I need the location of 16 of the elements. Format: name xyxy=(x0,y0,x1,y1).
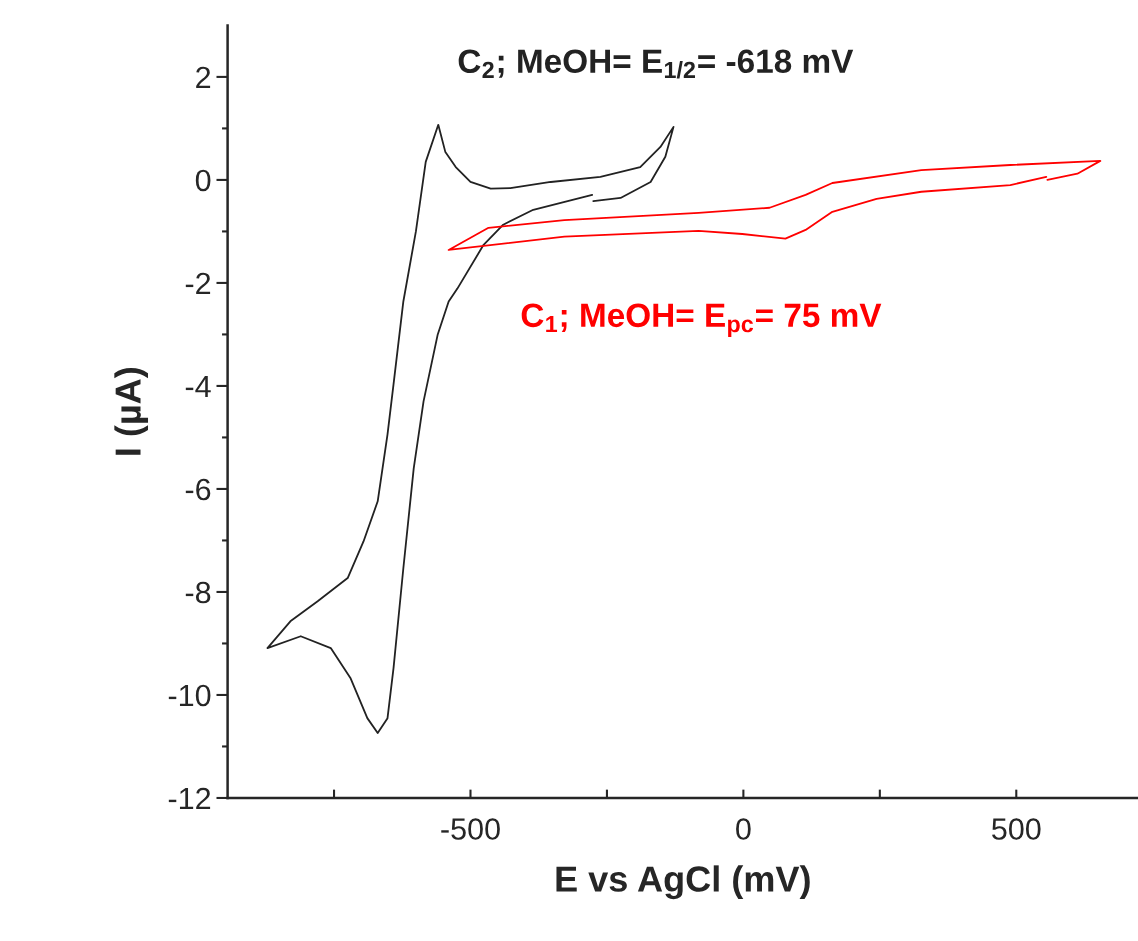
y-tick-label: -8 xyxy=(185,581,211,604)
line-series xyxy=(447,159,1102,251)
x-tick-label: 0 xyxy=(736,818,751,840)
x-tick-label: -500 xyxy=(441,818,500,840)
y-tick-label: -4 xyxy=(185,375,211,398)
x-tick-label: 500 xyxy=(992,818,1041,840)
y-axis-title: I (µA) xyxy=(114,367,149,455)
series-label: C$_{2}$; MeOH= E$_{1/2}$= -618 mV xyxy=(458,49,854,79)
y-tick-label: -10 xyxy=(168,684,211,707)
y-tick-label: 2 xyxy=(196,66,211,88)
y-tick-label: -2 xyxy=(185,272,211,294)
y-tick-label: 0 xyxy=(195,169,211,192)
y-tick-label: -6 xyxy=(185,478,211,501)
x-axis-title: E vs AgCl (mV) xyxy=(556,865,810,900)
series-label: C$_{1}$; MeOH= E$_{pc}$= 75 mV xyxy=(521,303,882,337)
y-tick-label: -12 xyxy=(168,787,211,810)
